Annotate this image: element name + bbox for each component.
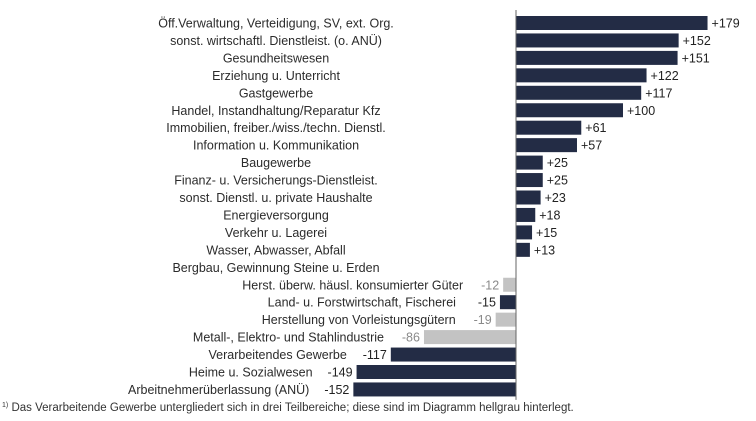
footnote: 1) Das Verarbeitende Gewerbe untergliede… [2,402,754,414]
value-label: +152 [683,34,711,48]
category-label: Baugewerbe [241,156,311,170]
bar [516,33,679,48]
bar [516,225,533,240]
value-label: +179 [712,17,740,31]
footnote-text: Das Verarbeitende Gewerbe untergliedert … [11,402,574,414]
category-label: Verarbeitendes Gewerbe [209,348,347,362]
value-label: +57 [581,139,602,153]
category-label: Metall-, Elektro- und Stahlindustrie [193,331,384,345]
value-label: +61 [585,121,606,135]
category-label: sonst. wirtschaftl. Dienstleist. (o. ANÜ… [170,34,382,48]
category-label: Energieversorgung [223,208,329,222]
bar [516,85,642,100]
bar [495,312,516,327]
category-label: Immobilien, freiber./wiss./techn. Dienst… [166,121,386,135]
bar [516,207,536,222]
category-label: Information u. Kommunikation [193,139,359,153]
bar [516,50,678,65]
bar [516,120,582,135]
category-label: Wasser, Abwasser, Abfall [206,243,345,257]
bar [423,330,516,345]
value-label: -149 [328,366,353,380]
value-label: +100 [627,104,655,118]
value-label: +117 [645,86,672,100]
value-label: +25 [547,174,568,188]
category-label: Herst. überw. häusl. konsumierter Güter [242,278,463,292]
bar [516,103,623,118]
category-label: Heime u. Sozialwesen [189,366,313,380]
value-label: +18 [539,208,560,222]
value-label: +25 [547,156,568,170]
category-label: Erziehung u. Unterricht [212,69,340,83]
bar [516,16,708,30]
category-label: Bergbau, Gewinnung Steine u. Erden [172,261,379,275]
category-label: Herstellung von Vorleistungsgütern [262,313,456,327]
value-label: +23 [545,191,566,205]
value-label: +122 [651,69,679,83]
bar [356,365,516,379]
bar [516,242,530,257]
category-label: Land- u. Forstwirtschaft, Fischerei [268,296,456,310]
bar [516,173,543,188]
value-label: -152 [324,383,349,397]
bar [516,68,647,83]
category-labels-group: Öff.Verwaltung, Verteidigung, SV, ext. O… [128,17,463,397]
value-label: -15 [478,296,496,310]
value-labels-group: +179+152 +151+122 +117 +100 +61 +57 +25 +25 +23 +… [324,17,739,397]
bar [503,277,516,292]
footnote-marker: 1) [2,402,9,409]
category-label: Finanz- u. Versicherungs-Dienstleist. [174,174,378,188]
bar [516,190,541,205]
category-label: Gastgewerbe [239,86,313,100]
value-label: +151 [682,51,710,65]
value-label: -19 [474,313,492,327]
bar [499,295,516,310]
category-label: Verkehr u. Lagerei [225,226,327,240]
bar [390,347,516,362]
value-label: +15 [536,226,557,240]
category-label: sonst. Dienstl. u. private Haushalte [179,191,372,205]
value-label: -86 [402,331,420,345]
bar [516,138,577,153]
category-label: Handel, Instandhaltung/Reparatur Kfz [171,104,380,118]
category-label: Gesundheitswesen [223,51,329,65]
bar [516,155,543,170]
category-label: Arbeitnehmerüberlassung (ANÜ) [128,383,309,397]
category-label: Öff.Verwaltung, Verteidigung, SV, ext. O… [158,17,394,31]
value-label: -117 [363,348,387,362]
value-label: +13 [534,243,555,257]
value-label: -12 [481,278,499,292]
bars-group [353,16,708,397]
bar [353,382,516,397]
